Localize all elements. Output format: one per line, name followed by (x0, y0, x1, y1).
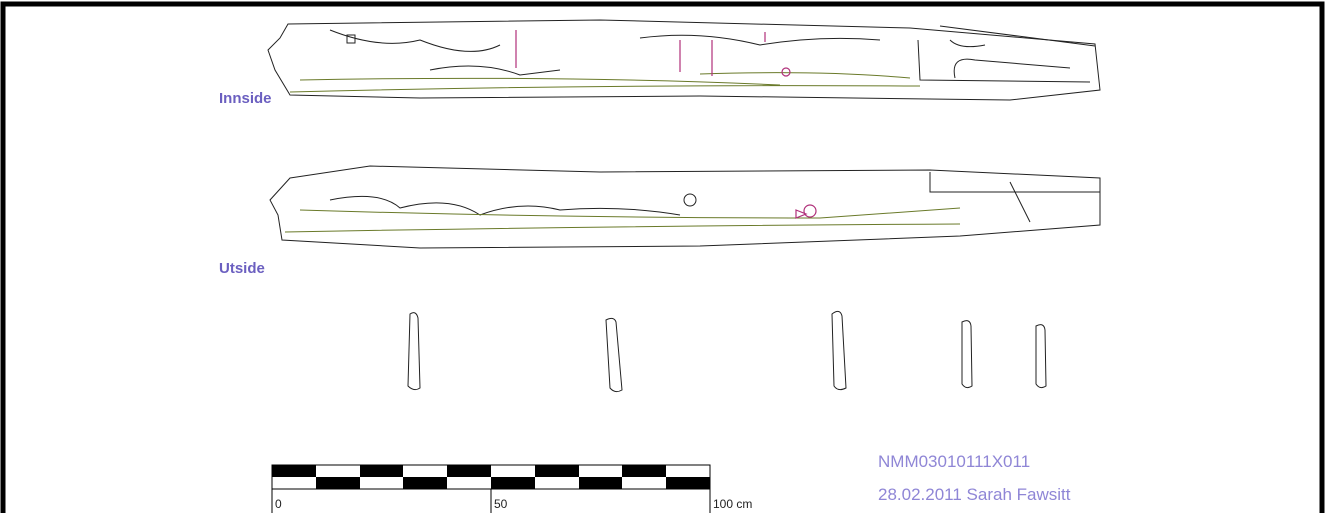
scale-label: 100 cm (713, 497, 752, 511)
inside-label: Innside (219, 90, 272, 107)
caption-id: NMM03010111X011 (878, 452, 1030, 471)
plank-outside (269, 165, 1101, 249)
scale-bar: 0 50 100 cm (271, 464, 752, 513)
outside-label: Utside (219, 260, 265, 277)
caption-credit: 28.02.2011 Sarah Fawsitt (878, 485, 1071, 504)
scale-label: 50 (494, 497, 508, 511)
plank-inside (267, 19, 1101, 101)
scale-label: 0 (275, 497, 282, 511)
cross-sections (407, 310, 1047, 393)
